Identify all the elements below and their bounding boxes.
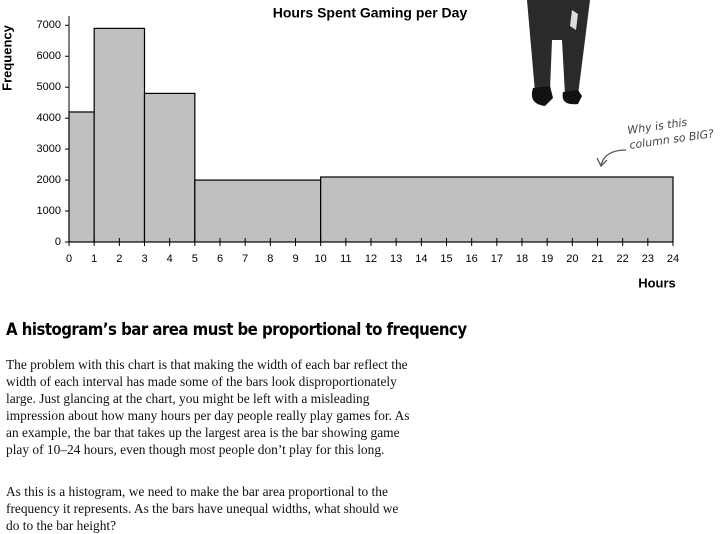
bar: [93, 27, 146, 243]
x-tick-label: 22: [617, 253, 629, 265]
x-tick-label: 20: [566, 253, 578, 265]
x-tick-label: 8: [267, 253, 273, 265]
bar: [320, 176, 674, 243]
photo: [527, 0, 590, 106]
bar: [68, 111, 95, 243]
chart-title: Hours Spent Gaming per Day: [273, 5, 468, 21]
x-tick-label: 14: [415, 253, 427, 265]
y-tick-label: 6000: [37, 50, 61, 62]
x-tick-label: 6: [217, 253, 223, 265]
x-tick-label: 24: [667, 253, 679, 265]
bar: [143, 92, 196, 243]
x-tick-label: 16: [466, 253, 478, 265]
x-tick-label: 13: [390, 253, 402, 265]
x-tick-label: 7: [242, 253, 248, 265]
y-tick-label: 5000: [37, 81, 61, 93]
x-tick-label: 18: [516, 253, 528, 265]
y-tick-label: 4000: [37, 112, 61, 124]
x-tick-label: 15: [440, 253, 452, 265]
annotation-arrow: [596, 149, 627, 168]
x-tick-label: 9: [292, 253, 298, 265]
paragraph: The problem with this chart is that maki…: [6, 357, 410, 457]
heading: A histogram’s bar area must be proportio…: [6, 320, 467, 340]
x-tick-label: 23: [642, 253, 654, 265]
bar: [194, 179, 322, 243]
y-tick-label: 7000: [37, 19, 61, 31]
x-tick-label: 11: [340, 253, 351, 265]
y-tick-label: 2000: [37, 174, 61, 186]
x-tick-label: 4: [167, 253, 173, 265]
x-tick-label: 0: [66, 253, 72, 265]
x-tick-label: 17: [491, 253, 503, 265]
y-tick-label: 1000: [37, 205, 61, 217]
x-tick-label: 10: [315, 253, 327, 265]
x-tick-label: 19: [541, 253, 553, 265]
y-tick-label: 3000: [37, 143, 61, 155]
x-tick-label: 3: [141, 253, 147, 265]
chart: Hours Spent Gaming per Day Hours Frequen…: [0, 0, 679, 290]
x-tick-label: 5: [192, 253, 198, 265]
x-axis-label: Hours: [638, 275, 676, 290]
paragraph: As this is a histogram, we need to make …: [6, 484, 399, 533]
x-tick-label: 1: [91, 253, 97, 265]
y-tick-label: 0: [55, 236, 61, 248]
y-axis-label: Frequency: [0, 24, 14, 91]
x-tick-label: 21: [591, 253, 603, 265]
x-tick-label: 12: [365, 253, 377, 265]
x-tick-label: 2: [116, 253, 122, 265]
